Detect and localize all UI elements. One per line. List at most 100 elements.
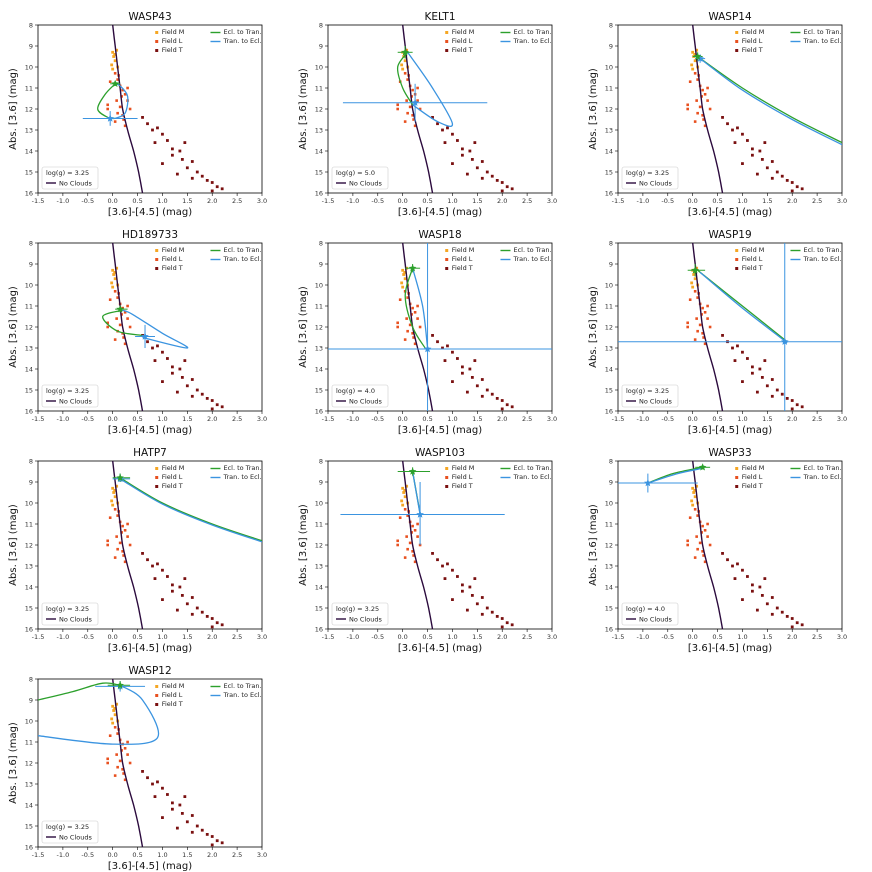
field-t-point <box>443 141 447 144</box>
field-l-point <box>118 759 122 763</box>
field-m-point <box>693 59 697 63</box>
x-tick-label: -1.5 <box>322 415 335 423</box>
x-tick-label: 0.5 <box>712 197 722 205</box>
field-l-point <box>406 78 409 81</box>
field-m-point <box>693 277 697 281</box>
y-tick-label: 16 <box>25 625 33 633</box>
panel-wasp43: WASP43 -1.5 -1.0 -0.5 0.0 0.5 1.0 1.5 2.0 2.5 3.0 8… <box>8 11 267 218</box>
x-tick-label: 0.0 <box>397 197 407 205</box>
x-tick-label: -0.5 <box>371 197 384 205</box>
field-l-point <box>702 336 705 339</box>
field-t-point <box>436 558 439 562</box>
field-l-point <box>702 118 705 121</box>
field-t-point <box>215 621 219 625</box>
y-tick-label: 16 <box>315 625 323 633</box>
field-t-point <box>161 816 164 819</box>
x-tick-label: 3.0 <box>257 415 267 423</box>
field-m-point <box>113 707 117 710</box>
field-t-point <box>220 841 224 845</box>
panel-wasp19: WASP19 -1.5 -1.0 -0.5 0.0 0.5 1.0 1.5 2.0 2.5 3.0 8… <box>588 229 847 436</box>
field-t-point <box>470 158 474 161</box>
y-tick-label: 16 <box>315 407 323 415</box>
x-tick-label: -0.5 <box>661 415 674 423</box>
x-tick-label: 2.0 <box>787 415 797 423</box>
tran-point-marker <box>106 114 114 122</box>
field-l-point <box>406 547 409 551</box>
field-l-point <box>123 529 127 532</box>
field-t-point <box>765 384 769 388</box>
plot-area <box>106 461 262 629</box>
ecl-point-marker <box>116 473 124 481</box>
field-l-point <box>696 547 699 551</box>
field-t-point <box>468 149 472 153</box>
y-tick-label: 13 <box>25 562 33 570</box>
x-tick-label: 2.5 <box>522 633 532 641</box>
field-t-point <box>751 371 754 375</box>
field-t-point <box>166 139 169 142</box>
x-tick-label: -1.0 <box>57 415 70 423</box>
field-l-point <box>688 516 692 519</box>
x-tick-label: 0.5 <box>132 415 142 423</box>
x-tick-label: 3.0 <box>547 415 557 423</box>
field-t-point <box>468 585 472 589</box>
field-l-point <box>122 772 125 775</box>
field-t-point <box>770 612 774 616</box>
ecl-to-tran-track <box>697 55 842 144</box>
field-t-point <box>741 568 744 572</box>
field-t-point <box>480 176 484 180</box>
y-tick-label: 14 <box>25 147 33 155</box>
field-t-point <box>171 153 174 157</box>
y-tick-label: 12 <box>605 541 613 549</box>
field-m-point <box>692 273 696 276</box>
field-m-point <box>111 268 115 272</box>
field-t-point <box>741 380 744 383</box>
field-t-point <box>755 172 759 176</box>
x-tick-label: 0.5 <box>422 197 432 205</box>
field-l-point <box>696 514 699 517</box>
field-t-point <box>790 625 794 629</box>
field-t-point <box>731 564 734 568</box>
field-l-point <box>113 556 117 559</box>
field-t-point <box>456 139 459 142</box>
panel-wasp14: WASP14 -1.5 -1.0 -0.5 0.0 0.5 1.0 1.5 2.0 2.5 3.0 8… <box>588 11 847 218</box>
x-tick-label: 2.5 <box>232 633 242 641</box>
y-tick-label: 13 <box>25 780 33 788</box>
x-tick-label: -0.5 <box>81 197 94 205</box>
field-t-point <box>220 405 224 409</box>
field-m-point <box>695 48 699 52</box>
field-l-point <box>703 560 707 564</box>
legend-field-marker <box>445 31 449 34</box>
field-t-point <box>790 399 794 402</box>
field-t-point <box>190 160 194 163</box>
legend-field-label: Field M <box>452 28 475 36</box>
legend-field-marker <box>155 267 159 270</box>
legend-field-label: Field L <box>742 37 763 45</box>
y-tick-label: 15 <box>605 604 613 612</box>
field-l-point <box>123 342 127 346</box>
x-tick-label: -1.5 <box>322 633 335 641</box>
field-l-point <box>116 111 119 115</box>
x-tick-label: 1.5 <box>472 415 482 423</box>
x-tick-label: 1.0 <box>447 197 457 205</box>
field-l-point <box>126 740 129 744</box>
plot-area <box>82 25 224 193</box>
field-l-point <box>696 296 699 299</box>
no-clouds-model-line <box>112 461 144 629</box>
field-t-point <box>480 394 484 398</box>
ecl-point-marker <box>693 52 702 60</box>
field-t-point <box>215 403 219 407</box>
field-m-point <box>403 271 407 274</box>
field-t-point <box>500 625 504 629</box>
field-t-point <box>161 132 164 136</box>
x-tick-label: -1.5 <box>32 633 45 641</box>
legend-track-label: Tran. to Ecl. <box>222 691 261 699</box>
field-l-point <box>695 535 698 538</box>
field-m-point <box>400 63 404 67</box>
field-t-point <box>210 189 214 193</box>
field-t-point <box>141 770 144 773</box>
x-tick-label: 1.5 <box>472 197 482 205</box>
legend-track-label: Ecl. to Tran. <box>803 246 841 254</box>
x-axis-label: [3.6]-[4.5] (mag) <box>688 207 772 218</box>
field-t-point <box>185 166 189 170</box>
field-m-point <box>113 495 117 499</box>
